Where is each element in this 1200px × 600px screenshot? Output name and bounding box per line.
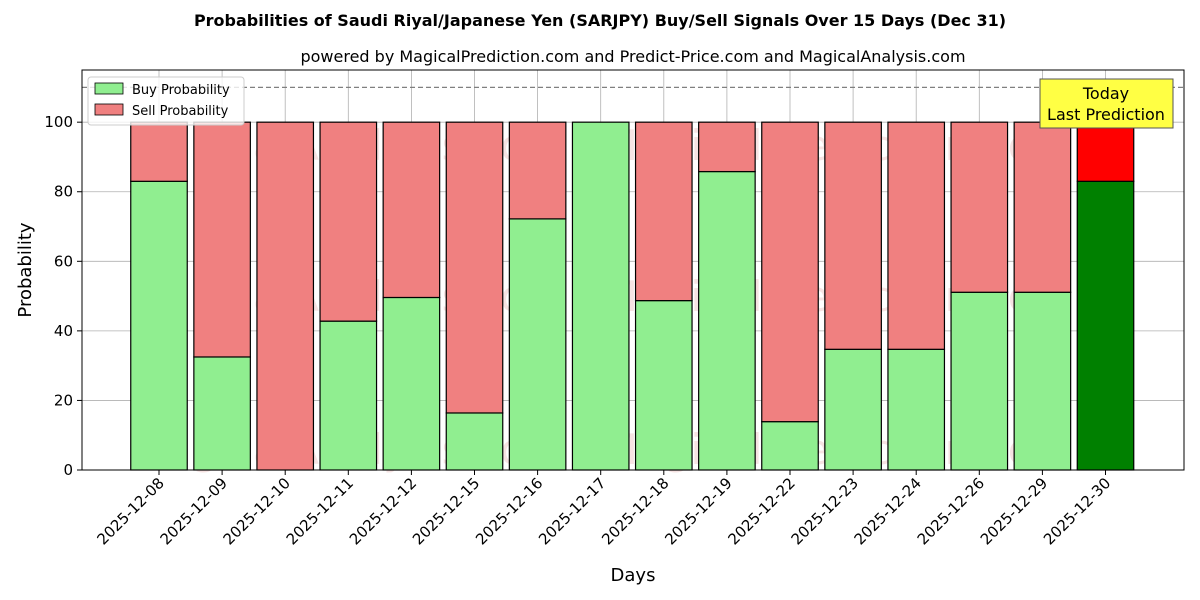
bar-sell-2025-12-08 <box>130 121 188 182</box>
bar-sell-2025-12-26 <box>950 121 1009 293</box>
x-axis-label: Days <box>611 565 656 586</box>
bar-sell-2025-12-16 <box>508 121 567 220</box>
bar-sell-2025-12-24 <box>887 121 946 350</box>
bar-buy-2025-12-08 <box>130 180 188 471</box>
bar-buy-2025-12-15 <box>445 412 504 471</box>
annotation-line1: Today <box>1082 84 1129 103</box>
legend-label-sell: Sell Probability <box>132 104 229 119</box>
x-tick-label: 2025-12-30 <box>1040 474 1114 548</box>
x-tick-label: 2025-12-17 <box>535 474 609 548</box>
x-tick-label: 2025-12-18 <box>598 474 672 548</box>
x-tick-label: 2025-12-19 <box>661 474 735 548</box>
bar-buy-2025-12-09 <box>193 356 251 471</box>
bar-buy-2025-12-24 <box>887 348 946 471</box>
bar-sell-2025-12-23 <box>824 121 882 350</box>
bar-sell-2025-12-18 <box>634 121 693 302</box>
bar-sell-2025-12-19 <box>698 121 756 173</box>
bar-buy-2025-12-26 <box>950 291 1009 471</box>
bar-sell-2025-12-22 <box>761 121 819 423</box>
bar-sell-2025-12-11 <box>319 121 378 322</box>
bar-sell-2025-12-12 <box>382 121 441 299</box>
x-tick-label: 2025-12-26 <box>914 474 988 548</box>
x-tick-label: 2025-12-23 <box>788 474 862 548</box>
bar-sell-2025-12-29 <box>1013 121 1072 293</box>
bar-buy-2025-12-18 <box>634 300 693 471</box>
plot-frame <box>81 69 1185 471</box>
bar-sell-2025-12-30 <box>1076 121 1135 182</box>
bars <box>130 121 1135 471</box>
bar-buy-2025-12-11 <box>319 320 378 471</box>
bar-buy-2025-12-16 <box>508 218 567 471</box>
y-axis-label: Probability <box>15 222 36 317</box>
legend: Buy Probability Sell Probability <box>87 76 245 126</box>
bar-buy-2025-12-22 <box>761 421 819 471</box>
chart-title: Probabilities of Saudi Riyal/Japanese Ye… <box>194 11 1006 30</box>
x-tick-label: 2025-12-12 <box>346 474 420 548</box>
bar-buy-2025-12-17 <box>571 121 630 471</box>
x-tick-label: 2025-12-22 <box>724 474 798 548</box>
annotation-line2: Last Prediction <box>1047 105 1165 124</box>
legend-swatch-sell <box>94 103 124 116</box>
chart-subtitle: powered by MagicalPrediction.com and Pre… <box>300 47 965 66</box>
bar-buy-2025-12-19 <box>698 170 756 471</box>
bar-buy-2025-12-30 <box>1076 180 1135 471</box>
x-tick-label: 2025-12-11 <box>283 474 357 548</box>
bar-sell-2025-12-09 <box>193 121 251 358</box>
today-annotation: Today Last Prediction <box>1039 78 1174 129</box>
bar-sell-2025-12-15 <box>445 121 504 414</box>
y-tick-label: 80 <box>54 183 73 201</box>
x-tick-label: 2025-12-15 <box>409 474 483 548</box>
x-axis-ticks: 2025-12-082025-12-092025-12-102025-12-11… <box>93 470 1114 548</box>
x-tick-label: 2025-12-10 <box>220 474 294 548</box>
y-tick-label: 20 <box>54 391 73 409</box>
annotation-box <box>1039 78 1174 129</box>
bar-buy-2025-12-29 <box>1013 291 1072 471</box>
x-tick-label: 2025-12-29 <box>977 474 1051 548</box>
bar-buy-2025-12-23 <box>824 348 882 471</box>
y-axis-ticks: 0 20 40 60 80 100 <box>44 113 82 479</box>
bar-sell-2025-12-10 <box>256 121 315 471</box>
y-tick-label: 100 <box>44 113 73 131</box>
y-tick-label: 60 <box>54 252 73 270</box>
legend-swatch-buy <box>94 82 124 95</box>
x-tick-label: 2025-12-24 <box>851 474 925 548</box>
legend-label-buy: Buy Probability <box>132 83 230 98</box>
x-tick-label: 2025-12-08 <box>93 474 167 548</box>
y-tick-label: 40 <box>54 322 73 340</box>
x-tick-label: 2025-12-16 <box>472 474 546 548</box>
y-tick-label: 0 <box>63 461 73 479</box>
bar-buy-2025-12-12 <box>382 296 441 471</box>
legend-box <box>87 76 245 126</box>
x-tick-label: 2025-12-09 <box>157 474 231 548</box>
